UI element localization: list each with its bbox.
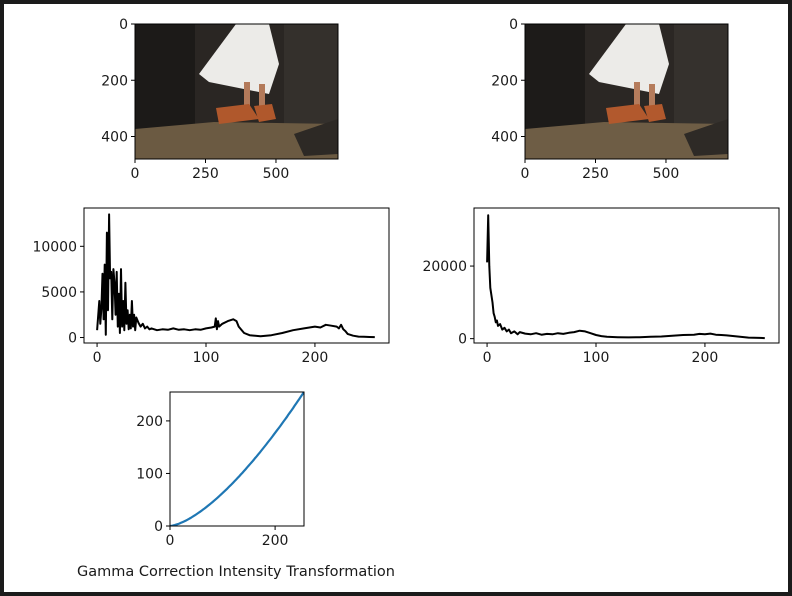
y-tick-label: 400 xyxy=(491,130,518,146)
y-tick-label: 0 xyxy=(154,519,163,535)
y-tick-label: 400 xyxy=(101,130,128,146)
panel-processed-image xyxy=(525,24,728,159)
x-tick-label: 200 xyxy=(692,350,719,366)
axes-frame xyxy=(524,23,729,160)
panel-original-image xyxy=(135,24,338,159)
gamma-caption: Gamma Correction Intensity Transformatio… xyxy=(77,564,395,580)
axes-frame xyxy=(473,207,780,344)
axes-panel-1: 0 250 500 0 200 400 xyxy=(101,17,339,182)
axes-panel-4: 0 100 200 0 20000 xyxy=(422,207,780,366)
panel-histogram-original xyxy=(96,213,375,339)
y-tick-label: 0 xyxy=(119,17,128,33)
y-tick-label: 0 xyxy=(458,332,467,348)
axes-frame xyxy=(83,207,390,344)
y-tick-label: 0 xyxy=(68,331,77,347)
y-tick-label: 20000 xyxy=(422,259,467,275)
x-tick-label: 0 xyxy=(483,350,492,366)
x-tick-label: 0 xyxy=(166,533,175,549)
x-tick-label: 100 xyxy=(193,350,220,366)
y-tick-label: 10000 xyxy=(32,239,77,255)
x-tick-label: 0 xyxy=(131,166,140,182)
y-tick-label: 5000 xyxy=(41,285,77,301)
x-tick-label: 250 xyxy=(192,166,219,182)
x-tick-label: 250 xyxy=(582,166,609,182)
processed-photo xyxy=(525,24,728,159)
axes-panel-3: 0 100 200 0 5000 10000 xyxy=(32,207,390,366)
x-tick-label: 500 xyxy=(653,166,680,182)
y-tick-label: 200 xyxy=(136,414,163,430)
x-tick-label: 200 xyxy=(262,533,289,549)
x-tick-label: 200 xyxy=(302,350,329,366)
histogram-original-line xyxy=(96,213,375,339)
x-tick-label: 0 xyxy=(93,350,102,366)
y-tick-label: 0 xyxy=(509,17,518,33)
panel-gamma-curve xyxy=(170,392,304,526)
y-tick-label: 100 xyxy=(136,466,163,482)
figure: 0 250 500 0 200 400 0 250 500 0 200 400 0 100 200 0 5000… xyxy=(4,4,788,592)
y-tick-label: 200 xyxy=(101,73,128,89)
x-tick-label: 0 xyxy=(521,166,530,182)
gamma-curve-line xyxy=(170,392,304,526)
axes-frame xyxy=(134,23,339,160)
original-photo xyxy=(135,24,338,159)
axes-panel-2: 0 250 500 0 200 400 xyxy=(491,17,729,182)
axes-panel-5: 0 200 0 100 200 xyxy=(136,391,305,549)
x-tick-label: 100 xyxy=(583,350,610,366)
y-tick-label: 200 xyxy=(491,73,518,89)
histogram-processed-line xyxy=(486,214,765,340)
x-tick-label: 500 xyxy=(263,166,290,182)
panel-histogram-processed xyxy=(486,214,765,340)
axes-frame xyxy=(169,391,305,527)
